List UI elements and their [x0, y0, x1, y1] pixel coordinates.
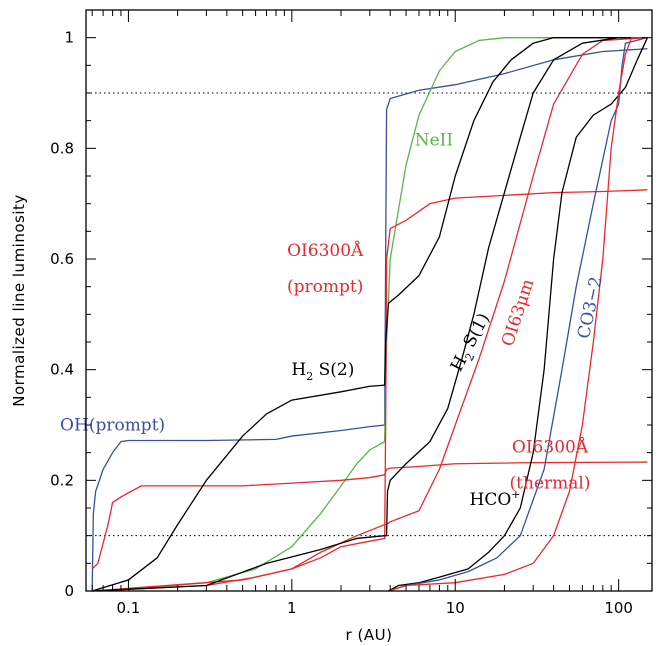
annotation-label-5: H2 S(1): [447, 310, 497, 376]
annotation-label-6: OI63μm: [498, 277, 538, 349]
annotation-text-rest: S(1): [457, 310, 494, 356]
annotation-label-1: OI6300Å: [287, 240, 364, 261]
y-tick-label: 0.8: [50, 139, 74, 157]
annotation-label-0: NeII: [415, 131, 453, 151]
annotation-text: (thermal): [510, 474, 591, 494]
x-ticks: 0.1 1 10 100: [91, 10, 633, 617]
x-axis-title: r (AU): [346, 626, 393, 644]
annotation-label-3: H2 S(2): [291, 360, 354, 383]
annotation-text-rest: S(2): [313, 360, 354, 380]
y-tick-label: 0: [64, 582, 74, 600]
x-tick-label: 10: [446, 599, 465, 617]
series-line-1: [92, 37, 648, 592]
annotation-label-7: CO3−2: [574, 275, 607, 341]
annotation-subscript: 2: [306, 370, 313, 383]
x-tick-label: 0.1: [116, 599, 140, 617]
annotation-label-4: OH(prompt): [60, 416, 165, 436]
y-tick-label: 0.4: [50, 361, 74, 379]
annotation-label-8: OI6300Å: [512, 437, 589, 458]
y-tick-label: 1: [64, 29, 74, 47]
annotation-label-9: (thermal): [510, 474, 591, 494]
y-tick-label: 0.6: [50, 250, 74, 268]
y-tick-label: 0.2: [50, 471, 74, 489]
plot-area: [86, 92, 652, 537]
annotation-text: OI6300Å: [287, 240, 364, 261]
y-ticks: 0 0.2 0.4 0.6 0.8 1: [50, 29, 652, 600]
x-tick-label: 1: [287, 599, 297, 617]
annotation-layer: NeII OI6300Å (prompt) H2 S(2) OH(prompt) H2 S…: [60, 131, 607, 511]
plot-frame: [85, 9, 653, 592]
annotation-text: HCO: [470, 490, 512, 510]
annotation-text: CO3−2: [574, 275, 607, 341]
annotation-text: H: [291, 360, 306, 380]
annotation-label-10: HCO+: [470, 488, 521, 510]
annotation-text: NeII: [415, 131, 453, 151]
axes-layer: 0 0.2 0.4 0.6 0.8 1 0.1 1 10 100: [50, 9, 653, 617]
annotation-text: (prompt): [287, 277, 363, 297]
x-tick-label: 100: [604, 599, 633, 617]
series-line-6: [92, 37, 648, 592]
series-line-3: [91, 461, 648, 570]
annotation-text: OI63μm: [498, 277, 538, 349]
y-axis-title: Normalized line luminosity: [10, 194, 28, 407]
series-line-5: [92, 37, 648, 592]
annotation-superscript: +: [511, 488, 520, 501]
annotation-label-2: (prompt): [287, 277, 363, 297]
series-line-4: [91, 37, 648, 592]
annotation-text: OH(prompt): [60, 416, 165, 436]
series-layer: [91, 37, 649, 592]
annotation-text: OI6300Å: [512, 437, 589, 458]
series-line-0: [91, 48, 648, 592]
series-line-9: [388, 37, 648, 592]
series-line-7: [388, 37, 649, 592]
